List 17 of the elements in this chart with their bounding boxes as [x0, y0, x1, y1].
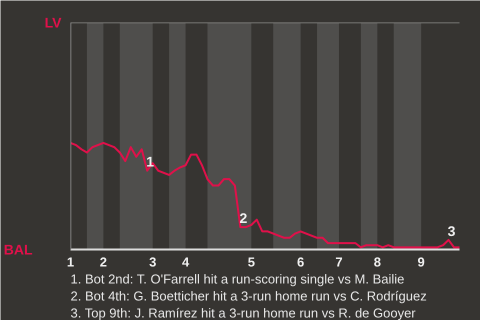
- x-tick-label: 6: [297, 254, 304, 270]
- x-tick-label: 4: [182, 254, 190, 270]
- x-tick-label: 3: [149, 254, 156, 270]
- text: BAL: [4, 242, 33, 258]
- annotation: 2: [239, 210, 248, 226]
- x-tick-label: 5: [248, 254, 255, 270]
- x-tick-label: 7: [335, 254, 343, 270]
- text: 3. Top 9th: J. Ramírez hit a 3-run home run vs R. de Gooyer: [70, 306, 416, 320]
- text: 2. Bot 4th: G. Boetticher hit a 3-run home run vs C. Rodríguez: [70, 288, 427, 304]
- x-tick-label: 8: [374, 254, 381, 270]
- x-tick-label: 1: [66, 254, 74, 270]
- annotation: 3: [448, 222, 456, 239]
- x-tick-label: 9: [418, 254, 425, 270]
- x-tick-label: 2: [100, 254, 107, 270]
- text: LV: [44, 14, 62, 30]
- text: 1. Bot 2nd: T. O'Farrell hit a run-scoring single vs M. Bailie: [70, 272, 404, 286]
- annotation: 1: [146, 154, 154, 170]
